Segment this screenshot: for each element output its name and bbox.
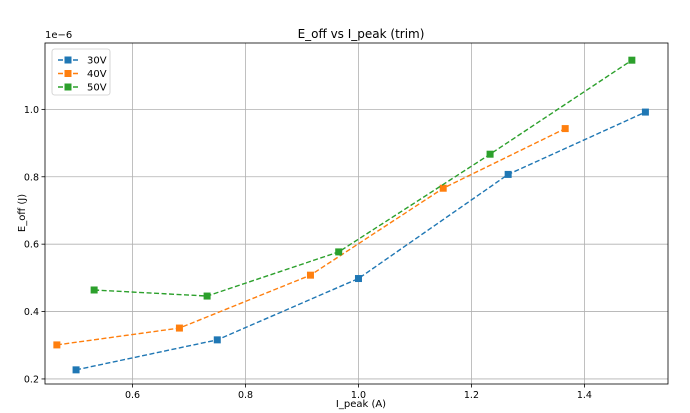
legend: 30V 40V 50V: [51, 48, 111, 96]
y-tick-label: 0.6: [24, 240, 39, 251]
data-point-40V: [439, 184, 447, 192]
legend-marker-30V: [64, 56, 72, 64]
series-line-40V: [56, 127, 566, 346]
x-tick-label: 1.2: [464, 390, 479, 401]
plot-frame: [44, 42, 669, 385]
y-offset-label: 1e−6: [45, 30, 72, 41]
data-point-50V: [90, 286, 98, 294]
data-point-40V: [53, 341, 61, 349]
legend-label-40V: 40V: [87, 69, 107, 80]
x-tick-label: 1.4: [577, 390, 592, 401]
data-point-40V: [175, 324, 183, 332]
data-point-50V: [335, 248, 343, 256]
y-tick-label: 0.2: [24, 374, 39, 385]
data-point-40V: [306, 271, 314, 279]
x-tick-label: 0.8: [238, 390, 253, 401]
y-tick-label: 0.8: [24, 172, 39, 183]
data-point-30V: [641, 108, 649, 116]
y-tick-label: 0.4: [24, 307, 39, 318]
series-layer: [53, 56, 649, 374]
legend-marker-50V: [64, 83, 72, 91]
chart-title: E_off vs I_peak (trim): [298, 27, 425, 41]
x-tick-label: 0.6: [125, 390, 140, 401]
y-tick-label: 1.0: [24, 105, 39, 116]
data-point-30V: [504, 170, 512, 178]
data-point-50V: [486, 150, 494, 158]
series-line-50V: [94, 59, 633, 297]
x-axis-label: I_peak (A): [336, 399, 386, 410]
x-tick-label: 1.0: [351, 390, 366, 401]
data-point-50V: [203, 292, 211, 300]
data-point-30V: [354, 275, 362, 283]
legend-label-30V: 30V: [87, 56, 107, 67]
data-point-30V: [72, 366, 80, 374]
legend-marker-40V: [64, 70, 72, 77]
grid: [45, 43, 668, 384]
data-point-40V: [561, 125, 569, 133]
data-point-50V: [628, 56, 636, 64]
y-axis-label: E_off (J): [17, 194, 28, 232]
ticks: 0.6 0.8 1.0 1.2 1.4 0.2 0.4 0.6 0.8 1.0: [24, 105, 592, 401]
data-point-30V: [213, 336, 221, 344]
legend-label-50V: 50V: [87, 83, 107, 94]
